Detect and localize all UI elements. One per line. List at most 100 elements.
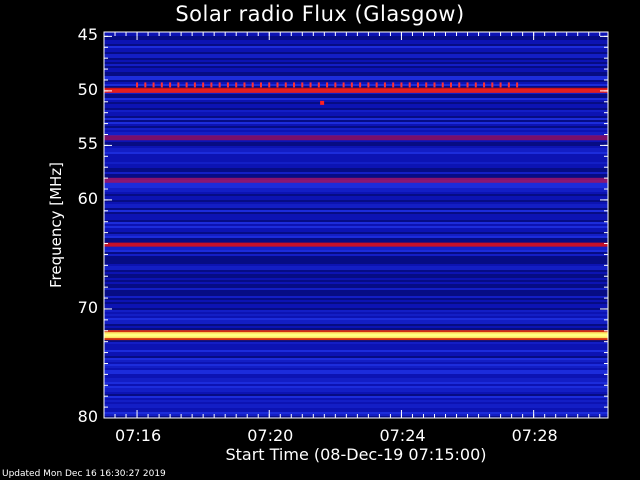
spectrogram-row <box>104 108 608 110</box>
spectrogram-row <box>104 230 608 232</box>
interference-spike <box>276 82 279 88</box>
spectrogram-row <box>104 350 608 352</box>
spectrogram-row <box>104 278 608 280</box>
spectrogram-row <box>104 146 608 148</box>
spectrogram-row <box>104 340 608 342</box>
spectrogram-row <box>104 68 608 70</box>
spectrogram-row <box>104 44 608 46</box>
spectrogram-row <box>104 386 608 388</box>
spectrogram-row <box>104 272 608 274</box>
spectrogram-row <box>104 368 608 370</box>
frequency-band <box>104 242 608 247</box>
interference-spike <box>144 82 147 88</box>
spectrogram-row <box>104 104 608 106</box>
interference-spike <box>416 82 419 88</box>
interference-spike <box>342 82 345 88</box>
spectrogram-row <box>104 36 608 38</box>
spectrogram-row <box>104 308 608 310</box>
interference-spike <box>185 82 188 88</box>
spectrogram-row <box>104 240 608 242</box>
interference-spike <box>375 82 378 88</box>
interference-spike <box>458 82 461 88</box>
spectrogram-row <box>104 410 608 412</box>
spectrogram-row <box>104 124 608 126</box>
spectrogram-row <box>104 256 608 258</box>
spectrogram-points <box>320 100 325 105</box>
spectrogram-row <box>104 326 608 328</box>
interference-spike <box>160 82 163 88</box>
spectrogram-row <box>104 280 608 282</box>
interference-spike <box>350 82 353 88</box>
spectrogram-row <box>104 154 608 156</box>
spectrogram-row <box>104 356 608 358</box>
spectrogram-row <box>104 76 608 78</box>
spectrogram-row <box>104 176 608 178</box>
spectrogram-row <box>104 210 608 212</box>
spectrogram-row <box>104 344 608 346</box>
spectrogram-row <box>104 374 608 376</box>
spectrogram-row <box>104 352 608 354</box>
interference-spike <box>202 82 205 88</box>
interference-spike <box>441 82 444 88</box>
spectrogram-row <box>104 34 608 36</box>
interference-spike <box>425 82 428 88</box>
spectrogram-row <box>104 86 608 88</box>
interference-spike <box>433 82 436 88</box>
plot-frame <box>103 31 609 419</box>
spectrogram-row <box>104 144 608 146</box>
spectrogram-row <box>104 170 608 172</box>
spectrogram-row <box>104 320 608 322</box>
spectrogram-row <box>104 38 608 40</box>
spectrogram-row <box>104 194 608 196</box>
spectrogram-row <box>104 310 608 312</box>
interference-spike <box>309 82 312 88</box>
spectrogram-row <box>104 302 608 304</box>
spectrogram-row <box>104 288 608 290</box>
spectrogram-row <box>104 162 608 164</box>
spectrogram-spikes <box>136 82 519 88</box>
spectrogram-row <box>104 296 608 298</box>
spectrogram-row <box>104 346 608 348</box>
spectrogram-row <box>104 126 608 128</box>
interference-spike <box>218 82 221 88</box>
spectrogram-row <box>104 58 608 60</box>
interference-spike <box>359 82 362 88</box>
x-tick-label: 07:28 <box>511 426 558 445</box>
spectrogram-row <box>104 262 608 264</box>
spectrogram-row <box>104 226 608 228</box>
interference-spike <box>516 82 519 88</box>
band-peak <box>104 333 608 337</box>
spectrogram-row <box>104 232 608 234</box>
spectrogram-row <box>104 184 608 186</box>
spectrogram-row <box>104 220 608 222</box>
spectrogram-row <box>104 150 608 152</box>
spectrogram-bands <box>104 87 608 341</box>
spectrogram-row <box>104 50 608 52</box>
interference-spike <box>367 82 370 88</box>
spectrogram-row <box>104 172 608 174</box>
spectrogram-row <box>104 406 608 408</box>
interference-spike <box>491 82 494 88</box>
spectrogram-row <box>104 342 608 344</box>
spectrogram-row <box>104 304 608 306</box>
spectrogram-row <box>104 362 608 364</box>
spectrogram-row <box>104 396 608 398</box>
spectrogram-row <box>104 270 608 272</box>
y-tick-label: 55 <box>77 134 98 154</box>
spectrogram-row <box>104 168 608 170</box>
spectrogram-row <box>104 260 608 262</box>
interference-spike <box>177 82 180 88</box>
spectrogram-row <box>104 306 608 308</box>
spectrogram-row <box>104 316 608 318</box>
burst-point <box>320 100 325 105</box>
spectrogram-row <box>104 196 608 198</box>
x-axis-label: Start Time (08-Dec-19 07:15:00) <box>225 445 487 464</box>
spectrogram-row <box>104 182 608 184</box>
interference-spike <box>235 82 238 88</box>
spectrogram-row <box>104 414 608 416</box>
interference-spike <box>317 82 320 88</box>
spectrogram-row <box>104 82 608 84</box>
spectrogram-row <box>104 202 608 204</box>
spectrogram-row <box>104 216 608 218</box>
spectrogram-row <box>104 84 608 86</box>
